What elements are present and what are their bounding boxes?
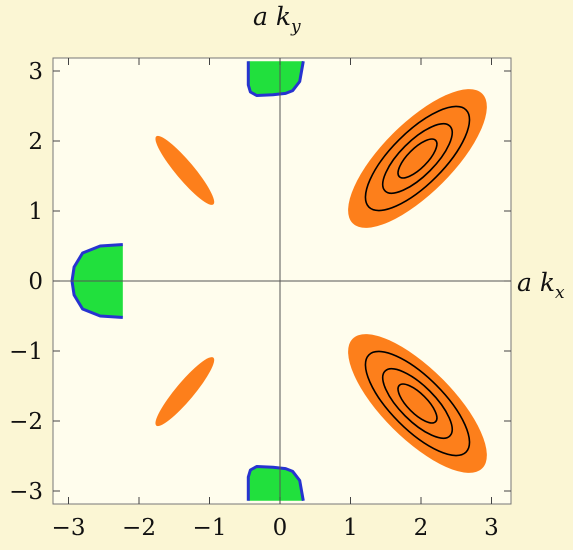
green-region-border-top xyxy=(246,60,305,97)
x-tick-label: −1 xyxy=(193,515,227,541)
contour-line xyxy=(381,123,453,194)
x-axis-label: a kx xyxy=(517,268,565,303)
x-tick-label: 1 xyxy=(343,515,358,541)
contour-line xyxy=(364,105,471,212)
ticks-layer: −3 −2 −1 0 1 2 3 −3 −2 −1 0 1 2 3 xyxy=(9,58,511,541)
y-axis-label: a ky xyxy=(253,2,301,37)
y-tick-label: 0 xyxy=(28,269,43,295)
green-region-border-bottom xyxy=(246,465,305,502)
contour-line xyxy=(397,138,438,179)
green-region-top xyxy=(248,61,304,96)
orange-region-3 xyxy=(155,135,215,205)
orange-region-2 xyxy=(348,334,487,473)
orange-region-4 xyxy=(155,357,215,427)
y-tick-label: −1 xyxy=(9,339,43,365)
x-tick-label: 3 xyxy=(484,515,499,541)
x-tick-label: 0 xyxy=(273,515,288,541)
y-tick-label: 2 xyxy=(28,129,43,155)
orange-region-fill xyxy=(155,357,215,427)
x-axis-label-subscript: x xyxy=(555,283,565,303)
y-tick-label: 3 xyxy=(28,59,43,85)
x-tick-label: −3 xyxy=(52,515,86,541)
orange-region-fill xyxy=(348,89,487,228)
y-tick-label: 1 xyxy=(28,199,43,225)
y-tick-label: −2 xyxy=(9,409,43,435)
green-region-bottom xyxy=(248,466,304,501)
x-tick-label: −2 xyxy=(122,515,156,541)
orange-region-1 xyxy=(348,89,487,228)
orange-region-fill xyxy=(155,135,215,205)
x-tick-label: 2 xyxy=(414,515,429,541)
y-tick-label: −3 xyxy=(9,479,43,505)
y-axis-label-subscript: y xyxy=(290,17,301,37)
